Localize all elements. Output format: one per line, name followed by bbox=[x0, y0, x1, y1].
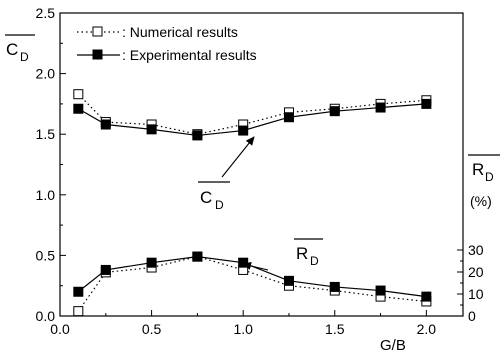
annotation-rd-main: R bbox=[296, 244, 308, 263]
legend-text-numerical: : Numerical results bbox=[122, 24, 238, 40]
series-layer bbox=[73, 89, 432, 317]
series-line-rd-numerical bbox=[77, 255, 427, 312]
point-cd-experimental bbox=[421, 98, 432, 109]
legend-marker-numerical bbox=[92, 26, 103, 37]
right-tick-label: 20 bbox=[468, 264, 484, 280]
series-line-cd-numerical bbox=[77, 93, 427, 135]
annotation-rd-arrow bbox=[242, 261, 269, 271]
point-rd-experimental bbox=[73, 286, 84, 297]
right-axis-label-main: R bbox=[472, 160, 484, 179]
point-cd-experimental bbox=[238, 125, 249, 136]
series-line-rd-experimental bbox=[77, 256, 427, 298]
left-tick-label: 2.0 bbox=[36, 66, 56, 82]
point-cd-experimental bbox=[329, 106, 340, 117]
left-tick-label: 0.0 bbox=[36, 308, 56, 324]
right-axis-unit: (%) bbox=[470, 193, 492, 209]
point-rd-experimental bbox=[238, 257, 249, 268]
annotation-cd-arrow bbox=[221, 136, 255, 178]
left-tick-label: 1.0 bbox=[36, 187, 56, 203]
left-axis-label-sub: D bbox=[20, 50, 29, 64]
right-axis-ticks: 0 10 20 30 bbox=[457, 242, 484, 324]
legend: : Numerical results : Experimental resul… bbox=[77, 24, 257, 63]
left-axis-label-main: C bbox=[6, 40, 18, 59]
left-tick-label: 2.5 bbox=[36, 5, 56, 21]
x-axis-label: G/B bbox=[380, 337, 406, 354]
right-tick-label: 10 bbox=[468, 286, 484, 302]
point-cd-experimental bbox=[100, 119, 111, 130]
point-rd-experimental bbox=[146, 257, 157, 268]
right-axis-label: R D (%) bbox=[468, 154, 500, 209]
x-axis-ticks: 0.0 0.5 1.0 1.5 2.0 bbox=[50, 310, 436, 337]
point-rd-experimental bbox=[100, 264, 111, 275]
left-axis-ticks: 0.0 0.5 1.0 1.5 2.0 2.5 bbox=[36, 5, 66, 324]
left-axis-label: C D bbox=[5, 34, 35, 64]
point-rd-experimental bbox=[375, 285, 386, 296]
annotation-rd-sub: D bbox=[310, 254, 319, 268]
point-cd-experimental bbox=[146, 124, 157, 135]
right-tick-label: 0 bbox=[468, 308, 476, 324]
left-tick-label: 0.5 bbox=[36, 247, 56, 263]
series-line-cd-experimental bbox=[78, 103, 427, 137]
x-tick-label: 1.0 bbox=[233, 321, 253, 337]
x-tick-label: 0.0 bbox=[50, 321, 70, 337]
x-tick-label: 0.5 bbox=[142, 321, 162, 337]
point-rd-experimental bbox=[421, 291, 432, 302]
annotation-rd: R D bbox=[242, 238, 323, 271]
x-tick-label: 2.0 bbox=[417, 321, 437, 337]
legend-text-experimental: : Experimental results bbox=[122, 47, 257, 63]
point-cd-experimental bbox=[73, 103, 84, 114]
point-cd-numerical bbox=[73, 89, 84, 100]
point-rd-experimental bbox=[283, 275, 294, 286]
x-tick-label: 1.5 bbox=[325, 321, 345, 337]
point-cd-experimental bbox=[192, 130, 203, 141]
point-rd-experimental bbox=[192, 251, 203, 262]
point-rd-experimental bbox=[329, 281, 340, 292]
point-cd-experimental bbox=[375, 102, 386, 113]
point-cd-experimental bbox=[283, 112, 294, 123]
point-rd-numerical bbox=[73, 306, 84, 317]
annotation-cd-main: C bbox=[200, 188, 212, 207]
annotation-cd: C D bbox=[198, 136, 255, 212]
left-tick-label: 1.5 bbox=[36, 126, 56, 142]
right-tick-label: 30 bbox=[468, 242, 484, 258]
right-axis-label-sub: D bbox=[485, 170, 494, 184]
legend-marker-experimental bbox=[92, 49, 103, 60]
annotation-cd-sub: D bbox=[215, 198, 224, 212]
